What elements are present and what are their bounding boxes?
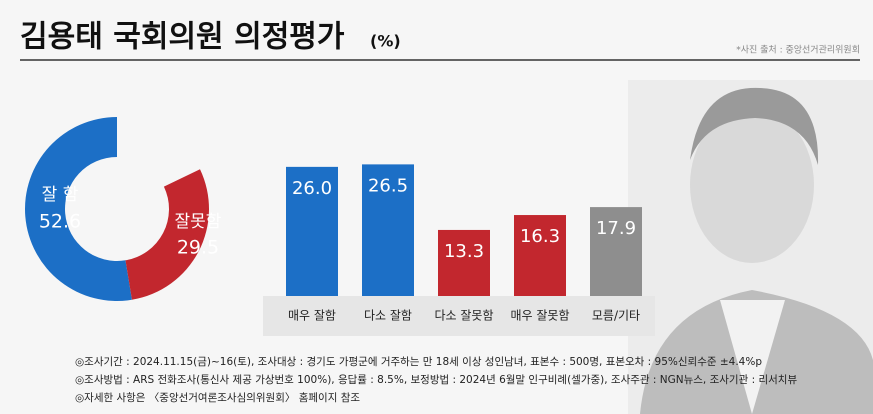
- photo: [628, 80, 873, 414]
- bar: [438, 229, 490, 296]
- donut-slice: [125, 169, 209, 300]
- x-tick-label: 모름/기타: [592, 309, 640, 323]
- bar: [514, 215, 566, 296]
- x-tick-label: 매우 잘함: [288, 309, 336, 323]
- bar: [362, 164, 414, 296]
- donut-slice: [25, 117, 132, 301]
- x-tick-label: 다소 잘못함: [434, 309, 493, 323]
- value-label: 16.3: [520, 226, 560, 247]
- value-label: 17.9: [596, 218, 636, 239]
- note: ◎조사기간 : 2024.11.15(금)~16(토), 조사대상 : 경기도 …: [75, 355, 762, 368]
- x-tick-label: 다소 잘함: [364, 309, 412, 323]
- slice-label: 잘 함: [42, 185, 79, 205]
- bar: [590, 207, 642, 296]
- slice-value: 52.6: [39, 211, 81, 233]
- note: ◎조사방법 : ARS 전화조사(통신사 제공 가상번호 100%), 응답률 …: [75, 374, 797, 386]
- photo-credit: *사진 출처 : 중앙선거관리위원회: [736, 44, 860, 56]
- value-label: 26.0: [292, 178, 332, 199]
- value-label: 13.3: [444, 241, 484, 262]
- category-band: [263, 296, 655, 336]
- slice-value: 29.5: [177, 237, 219, 259]
- note: ◎자세한 사항은 〈중앙선거여론조사심의위원회〉 홈페이지 참조: [75, 391, 360, 404]
- bar: [286, 166, 338, 296]
- x-tick-label: 매우 잘못함: [510, 309, 569, 323]
- value-label: 26.5: [368, 175, 408, 196]
- unit: (%): [370, 32, 401, 51]
- slice-label: 잘못함: [175, 212, 222, 232]
- title: 김용태 국회의원 의정평가: [20, 20, 345, 55]
